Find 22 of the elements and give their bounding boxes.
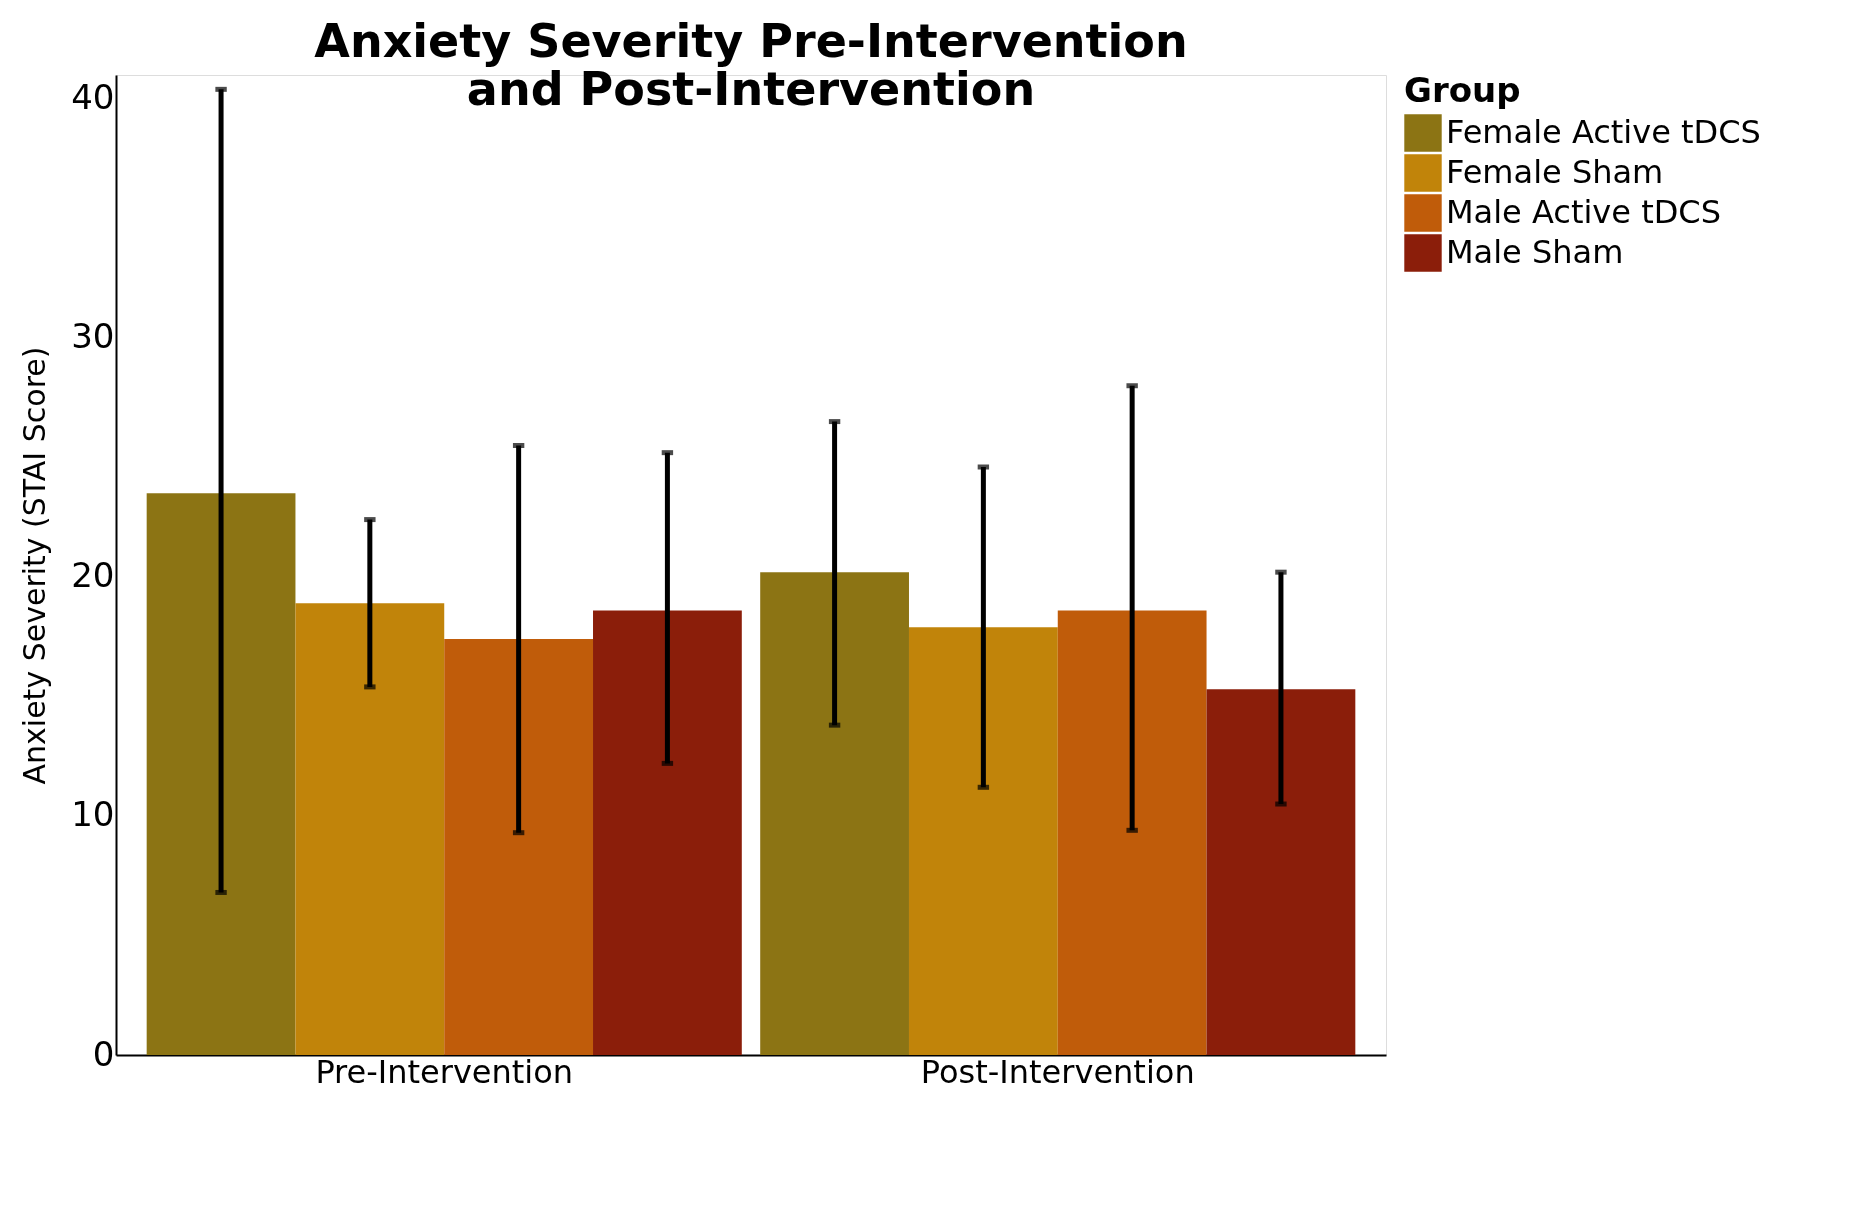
bar [1206, 689, 1356, 1055]
y-tick-label: 30 [71, 316, 115, 357]
legend-title: Group [1404, 70, 1521, 110]
y-tick-label: 10 [71, 794, 115, 835]
bar [1057, 610, 1207, 1055]
chart-title: Anxiety Severity Pre-Intervention and Post-Intervention [314, 14, 1188, 116]
y-tick-label: 40 [71, 77, 115, 118]
legend-label: Female Active tDCS [1446, 113, 1761, 151]
y-tick-label: 0 [92, 1033, 115, 1074]
bar [593, 610, 742, 1055]
y-tick-label: 20 [71, 555, 115, 596]
bar [760, 572, 909, 1055]
legend-label: Male Sham [1446, 233, 1624, 271]
y-axis-title: Anxiety Severity (STAI Score) [17, 346, 53, 785]
bar [146, 493, 296, 1055]
bar [908, 627, 1058, 1055]
legend-label: Female Sham [1446, 153, 1664, 191]
x-tick-label: Post-Intervention [920, 1052, 1195, 1091]
bar [295, 603, 445, 1055]
x-tick-label: Pre-Intervention [315, 1052, 574, 1091]
bar [444, 639, 594, 1055]
legend-label: Male Active tDCS [1446, 193, 1721, 231]
